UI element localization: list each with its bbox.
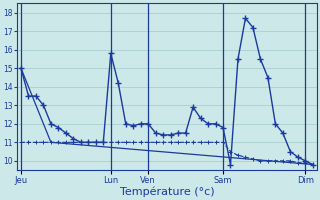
X-axis label: Température (°c): Température (°c)	[120, 186, 214, 197]
